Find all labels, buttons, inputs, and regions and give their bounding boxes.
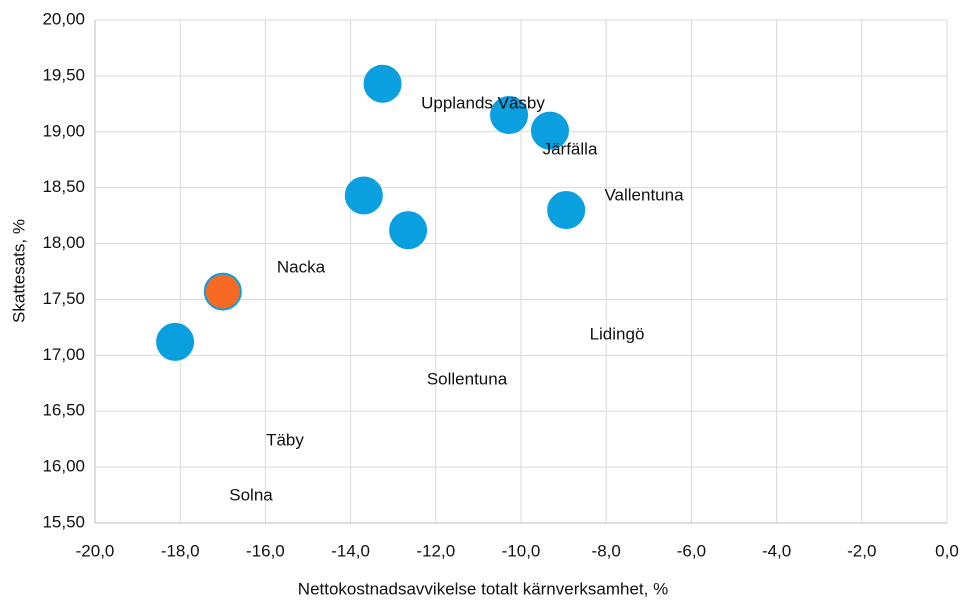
point (156, 322, 195, 361)
point (547, 191, 586, 230)
x-tick-label: -8,0 (592, 541, 621, 560)
annotation: Nacka (277, 257, 326, 276)
annotation: Solna (229, 485, 273, 504)
point (363, 64, 402, 103)
annotation: Vallentuna (604, 185, 684, 204)
annotation: Järfälla (543, 139, 598, 158)
x-tick-label: -6,0 (677, 541, 706, 560)
x-tick-label: 0,0 (935, 541, 959, 560)
y-tick-label: 16,50 (42, 401, 85, 420)
y-tick-label: 17,50 (42, 289, 85, 308)
annotation: Upplands Väsby (421, 93, 545, 112)
x-tick-label: -12,0 (416, 541, 455, 560)
x-tick-label: -20,0 (76, 541, 115, 560)
y-tick-label: 18,50 (42, 177, 85, 196)
x-tick-label: -2,0 (847, 541, 876, 560)
x-tick-label: -16,0 (246, 541, 285, 560)
annotation: Lidingö (590, 324, 645, 343)
point (203, 272, 242, 311)
y-tick-label: 15,50 (42, 512, 85, 531)
x-tick-label: -4,0 (762, 541, 791, 560)
point (490, 96, 529, 135)
point (344, 176, 383, 215)
y-tick-label: 16,00 (42, 457, 85, 476)
x-tick-label: -10,0 (502, 541, 541, 560)
x-tick-label: -18,0 (161, 541, 200, 560)
annotation: Täby (266, 430, 304, 449)
point (389, 211, 428, 250)
y-tick-label: 19,50 (42, 65, 85, 84)
y-axis-label: Skattesats, % (9, 219, 28, 323)
y-tick-label: 20,00 (42, 9, 85, 28)
annotation: Sollentuna (427, 369, 508, 388)
point (530, 111, 569, 150)
x-tick-label: -14,0 (331, 541, 370, 560)
x-axis-label: Nettokostnadsavvikelse totalt kärnverksa… (298, 579, 668, 598)
y-tick-label: 18,00 (42, 233, 85, 252)
y-tick-label: 19,00 (42, 121, 85, 140)
y-tick-label: 17,00 (42, 345, 85, 364)
